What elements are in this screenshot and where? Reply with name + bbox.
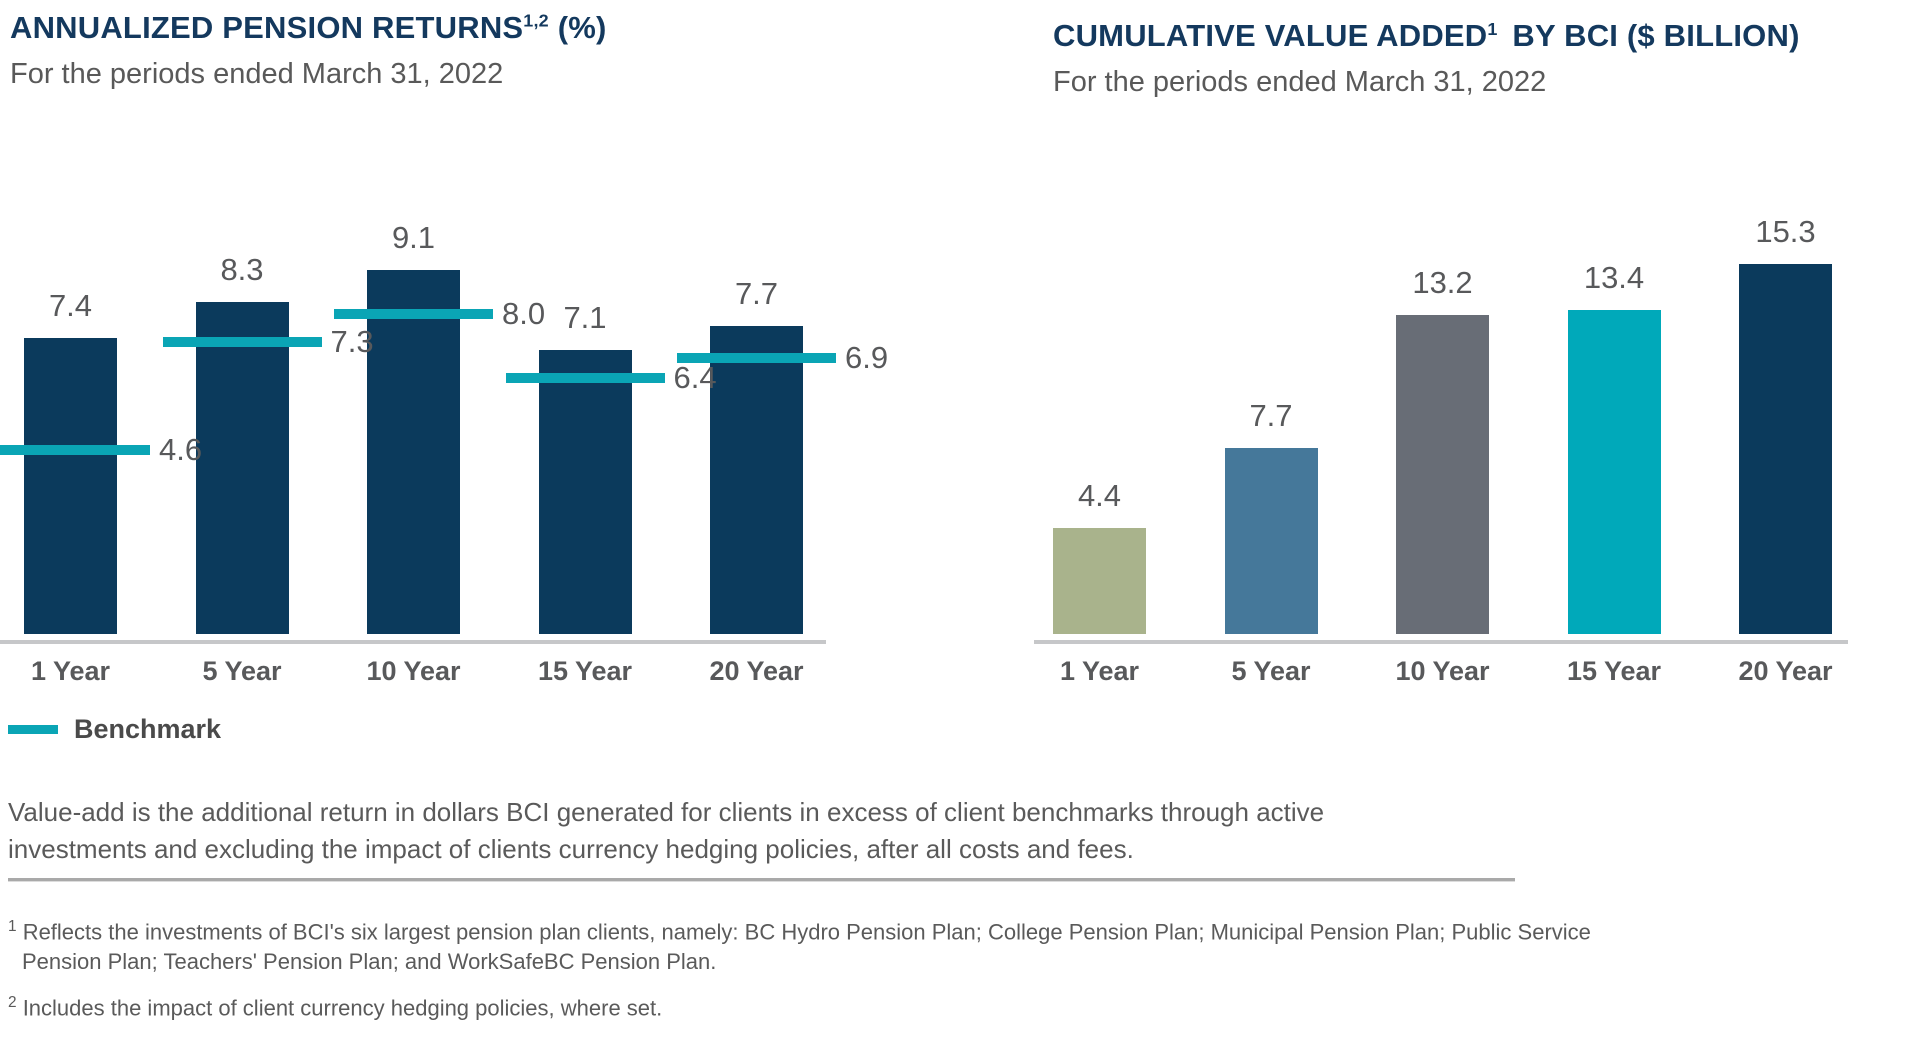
value-label-10-year: 13.2 [1412,265,1473,300]
category-label-10-year: 10 Year [366,656,461,686]
right-chart-header: CUMULATIVE VALUE ADDED1 BY BCI ($ BILLIO… [1053,18,1800,54]
benchmark-legend: Benchmark [8,714,221,745]
category-label-5-year: 5 Year [1231,656,1311,686]
footnote-2: 2 Includes the impact of client currency… [8,988,1612,1023]
benchmark-value-label-5-year: 7.3 [330,324,374,359]
bar-15-year [538,350,632,634]
right-chart-title-suffix: BY BCI ($ BILLION) [1503,18,1800,53]
value-label-15-year: 13.4 [1583,260,1645,295]
right-chart-title: CUMULATIVE VALUE ADDED1 BY BCI ($ BILLIO… [1053,18,1800,54]
left-chart-plot: 7.4 1 Year 8.3 5 Year 9.1 10 Year 7.1 15 Year 7.… [0,150,888,686]
footnote-1-text: Reflects the investments of BCI's six la… [22,919,1591,975]
benchmark-line-1-year [0,445,150,455]
category-label-1-year: 1 Year [30,656,111,686]
bar-10-year [1396,315,1489,634]
category-label-1-year: 1 Year [1059,656,1140,686]
footnote-2-superscript: 2 [8,994,17,1011]
right-chart-subtitle: For the periods ended March 31, 2022 [1053,66,1547,98]
left-chart-title-superscript: 1,2 [523,10,549,31]
footnote-2-text: Includes the impact of client currency h… [22,995,663,1021]
footnote-1: 1 Reflects the investments of BCI's six … [8,912,1612,977]
bar-15-year [1567,310,1661,634]
category-label-5-year: 5 Year [202,656,282,686]
left-chart-title: ANNUALIZED PENSION RETURNS1,2 (%) [10,10,607,46]
value-label-20-year: 15.3 [1755,214,1816,249]
benchmark-legend-label: Benchmark [74,714,222,744]
bar-10-year [367,270,460,634]
value-label-5-year: 8.3 [220,252,264,287]
bar-1-year [24,338,117,634]
benchmark-line-20-year [677,353,836,363]
right-chart-x-axis-line [1034,640,1848,644]
right-chart-title-superscript: 1 [1487,18,1498,39]
bar-20-year [1739,264,1832,634]
value-label-1-year: 7.4 [48,288,93,323]
category-label-15-year: 15 Year [1566,656,1662,686]
bar-20-year [710,326,803,634]
bar-5-year [1224,448,1318,634]
left-chart-title-suffix: (%) [548,10,607,45]
benchmark-legend-swatch [8,725,58,734]
category-label-20-year: 20 Year [1738,656,1833,686]
benchmark-value-label-15-year: 6.4 [673,360,717,395]
left-chart-header: ANNUALIZED PENSION RETURNS1,2 (%) [10,10,607,46]
left-chart-x-axis-line [0,640,826,644]
value-label-20-year: 7.7 [734,276,779,311]
benchmark-line-5-year [162,337,322,347]
value-add-note: Value-add is the additional return in do… [8,797,1325,864]
category-label-15-year: 15 Year [537,656,633,686]
bar-1-year [1053,528,1146,634]
value-label-15-year: 7.1 [563,300,607,335]
benchmark-line-10-year [334,309,493,319]
left-chart-subtitle: For the periods ended March 31, 2022 [10,58,504,90]
right-chart-title-main: CUMULATIVE VALUE ADDED [1053,18,1488,53]
value-label-5-year: 7.7 [1249,398,1293,433]
value-label-1-year: 4.4 [1077,478,1122,513]
footnote-divider [8,878,1515,882]
benchmark-value-label-1-year: 4.6 [159,432,203,467]
category-label-10-year: 10 Year [1395,656,1490,686]
benchmark-value-label-20-year: 6.9 [845,340,889,375]
category-label-20-year: 20 Year [709,656,804,686]
benchmark-value-label-10-year: 8.0 [502,296,546,331]
bar-5-year [195,302,289,634]
footnote-1-superscript: 1 [8,918,17,935]
value-label-10-year: 9.1 [391,220,436,255]
right-chart-plot: 4.4 1 Year 7.7 5 Year 13.2 10 Year 13.4 15 Year… [1045,150,1871,686]
left-chart-title-main: ANNUALIZED PENSION RETURNS [10,10,524,45]
benchmark-line-15-year [505,373,665,383]
